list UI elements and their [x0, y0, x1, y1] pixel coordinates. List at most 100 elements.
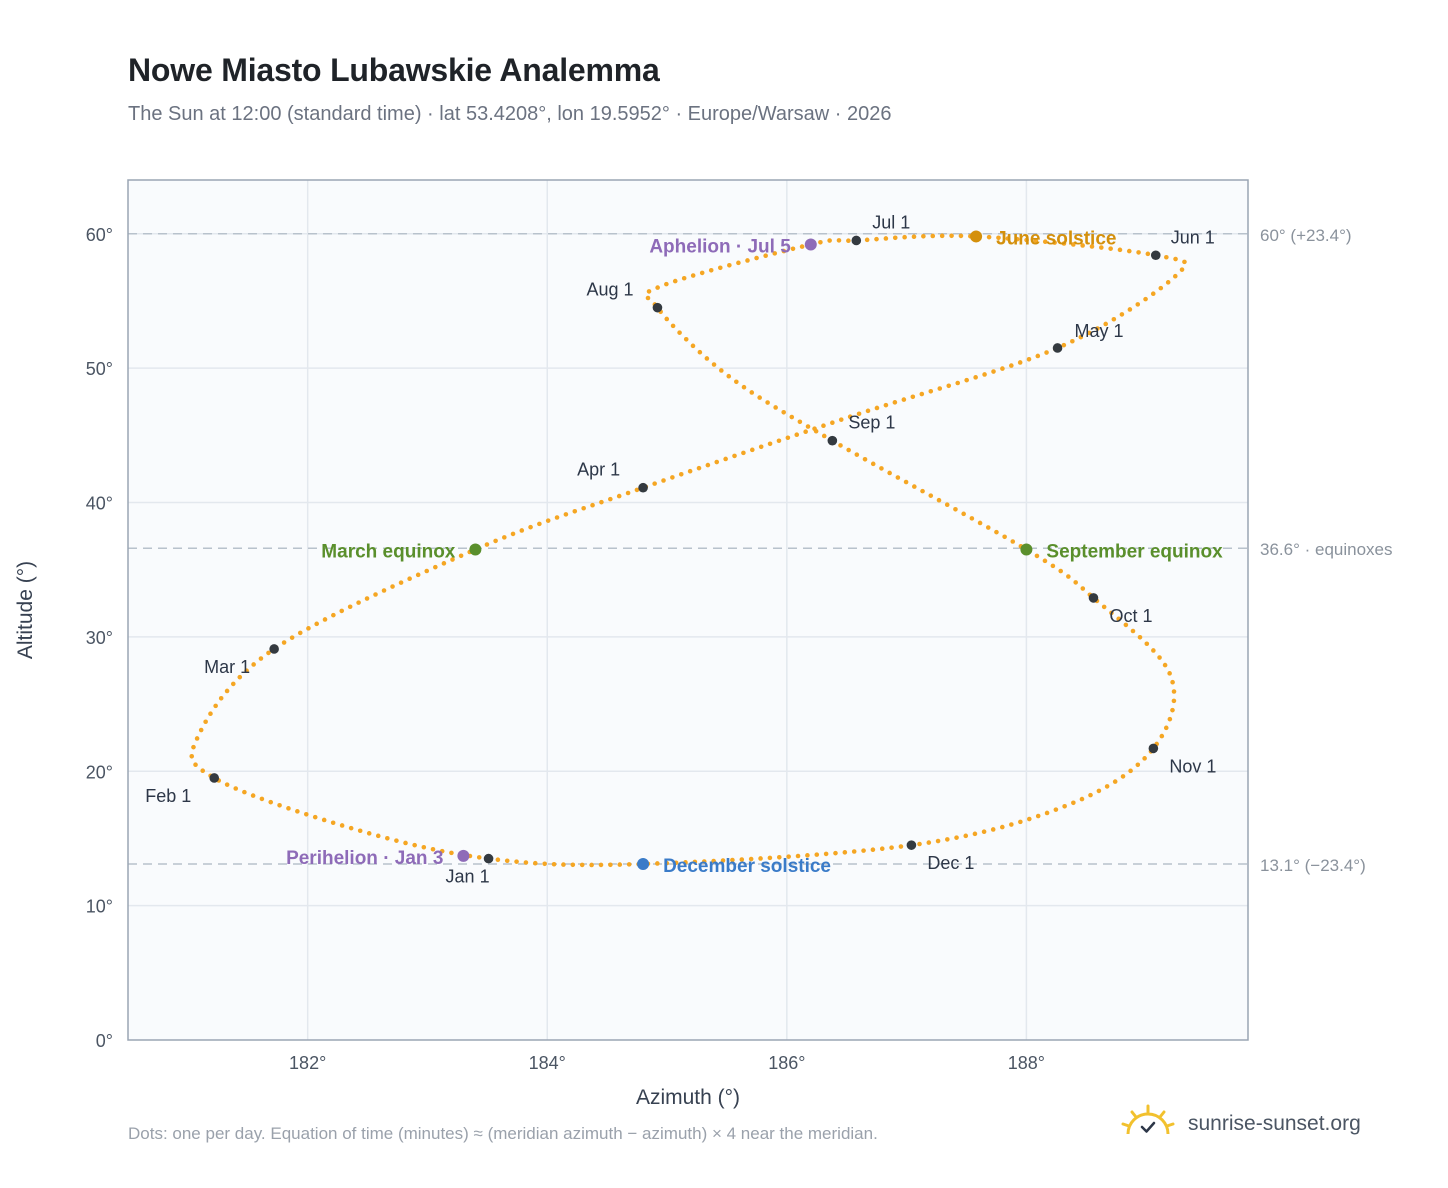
- daily-sun-dot: [830, 420, 835, 425]
- daily-sun-dot: [972, 831, 978, 837]
- daily-sun-dot: [321, 817, 327, 823]
- daily-sun-dot: [364, 596, 370, 601]
- sun-logo-icon: [1121, 1104, 1175, 1135]
- daily-sun-dot: [476, 855, 482, 860]
- daily-sun-dot: [1116, 616, 1121, 622]
- month-marker-label: Jul 1: [872, 212, 910, 232]
- daily-sun-dot: [1061, 241, 1067, 246]
- daily-sun-dot: [407, 576, 412, 582]
- daily-sun-dot: [963, 833, 969, 839]
- month-marker-label: Feb 1: [145, 786, 191, 806]
- daily-sun-dot: [194, 736, 200, 741]
- y-tick-label: 0°: [96, 1031, 113, 1051]
- month-marker-label: Aug 1: [586, 280, 633, 300]
- daily-sun-dot: [773, 405, 778, 410]
- daily-sun-dot: [818, 240, 823, 245]
- daily-sun-dot: [493, 538, 498, 544]
- daily-sun-dot: [1136, 250, 1141, 255]
- daily-sun-dot: [864, 237, 870, 243]
- daily-sun-dot: [946, 383, 952, 389]
- daily-sun-dot: [510, 531, 516, 537]
- daily-sun-dot: [958, 233, 964, 239]
- daily-sun-dot: [851, 849, 857, 854]
- event-label: March equinox: [321, 542, 456, 563]
- event-markers: June solstice Aphelion · Jul 5 March equin…: [286, 228, 1223, 877]
- daily-sun-dot: [1042, 558, 1048, 564]
- x-tick-label: 188°: [1008, 1053, 1045, 1073]
- daily-sun-dot: [692, 859, 698, 865]
- daily-sun-dot: [1111, 316, 1117, 322]
- daily-sun-dot: [1099, 245, 1104, 250]
- month-marker-label: Nov 1: [1169, 756, 1216, 776]
- daily-sun-dot: [949, 233, 954, 239]
- daily-sun-dot: [1024, 237, 1029, 243]
- daily-sun-dot: [1018, 819, 1023, 825]
- daily-sun-dot: [259, 796, 265, 802]
- daily-sun-dot: [1170, 707, 1175, 713]
- daily-sun-dot: [954, 835, 959, 840]
- daily-sun-dot: [1026, 356, 1032, 362]
- daily-sun-dot: [200, 768, 206, 774]
- daily-sun-dot: [892, 235, 898, 241]
- daily-sun-dot: [1172, 273, 1178, 279]
- daily-sun-dot: [1142, 756, 1147, 761]
- event-label: September equinox: [1046, 542, 1223, 563]
- daily-sun-dot: [723, 456, 728, 462]
- daily-sun-dot: [870, 461, 876, 467]
- daily-sun-dot: [198, 727, 204, 733]
- y-tick-label: 30°: [86, 628, 113, 648]
- daily-sun-dot: [1044, 350, 1049, 355]
- daily-sun-dot: [847, 414, 853, 419]
- daily-sun-dot: [532, 860, 538, 866]
- daily-sun-dot: [381, 588, 387, 593]
- daily-sun-dot: [634, 487, 640, 493]
- daily-sun-dot: [842, 850, 848, 855]
- daily-sun-dot: [664, 281, 669, 287]
- y-tick-label: 20°: [86, 762, 113, 782]
- daily-sun-dot: [805, 424, 811, 429]
- daily-sun-dot: [528, 524, 533, 530]
- daily-sun-dot: [803, 429, 808, 435]
- brand-logo[interactable]: sunrise-sunset.org: [1120, 1104, 1361, 1144]
- daily-sun-dot: [599, 499, 604, 505]
- daily-sun-dot: [990, 827, 996, 832]
- daily-sun-dot: [398, 580, 404, 585]
- daily-sun-dot: [928, 493, 934, 498]
- daily-sun-dot: [711, 362, 717, 367]
- daily-sun-dot: [986, 234, 992, 240]
- daily-sun-dot: [991, 369, 996, 374]
- daily-sun-dot: [1000, 824, 1005, 830]
- reference-lines: 60° (+23.4°) 36.6° · equinoxes 13.1° (−23.…: [128, 226, 1393, 875]
- daily-sun-dot: [920, 488, 925, 494]
- daily-sun-dot: [683, 860, 688, 865]
- daily-sun-dot: [218, 695, 224, 701]
- daily-sun-dot: [704, 356, 710, 361]
- daily-sun-dot: [917, 841, 922, 847]
- daily-sun-dot: [1179, 267, 1185, 272]
- daily-sun-dot: [883, 402, 889, 408]
- daily-sun-dot: [289, 635, 295, 640]
- daily-sun-dot: [441, 561, 447, 566]
- daily-sun-dot: [996, 235, 1001, 241]
- daily-sun-dot: [314, 621, 320, 627]
- month-marker-label: Jun 1: [1171, 227, 1215, 247]
- daily-sun-dot: [504, 858, 510, 864]
- daily-sun-dot: [772, 251, 778, 256]
- daily-sun-dot: [944, 502, 950, 508]
- daily-sun-dot: [994, 529, 999, 535]
- daily-sun-dot: [955, 380, 961, 386]
- daily-sun-dot: [1143, 296, 1148, 302]
- daily-sun-dot: [617, 862, 623, 867]
- daily-sun-dot: [433, 564, 438, 570]
- daily-sun-dot: [903, 479, 909, 485]
- month-marker: [851, 235, 862, 246]
- daily-sun-dot: [1089, 244, 1095, 249]
- daily-sun-dot: [677, 330, 682, 335]
- daily-sun-dot: [554, 515, 560, 520]
- daily-sun-dot: [879, 466, 884, 471]
- daily-sun-dot: [237, 674, 243, 680]
- daily-sun-dot: [767, 855, 773, 861]
- daily-sun-dot: [745, 258, 750, 263]
- daily-sun-dot: [1119, 312, 1125, 317]
